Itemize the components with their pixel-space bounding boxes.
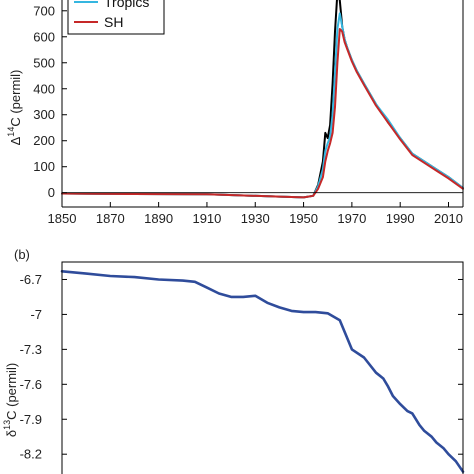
- panel-a-x-tick-label: 1910: [192, 211, 221, 226]
- panel-b-series-line: [60, 269, 465, 474]
- panel-b-y-tick-label: -7.6: [20, 377, 42, 392]
- panel-a-delta14c: 1850 1870 1890 1910 1930 1950 1970 1990 2010 0 100…: [6, 0, 464, 226]
- panel-a-x-tick-label: 2010: [434, 211, 463, 226]
- panel-b-y-tick-label: -8.2: [20, 447, 42, 462]
- panel-b-label: (b): [14, 247, 30, 262]
- panel-a-x-tick-label: 1890: [144, 211, 173, 226]
- panel-a-x-tick-label: 1990: [386, 211, 415, 226]
- panel-a-x-tick-label: 1870: [96, 211, 125, 226]
- panel-a-x-tick-label: 1850: [48, 211, 77, 226]
- panel-b-ylabel: δ13C (permil): [2, 363, 19, 437]
- panel-a-y-tick-label: 500: [33, 55, 55, 70]
- panel-a-y-tick-label: 600: [33, 29, 55, 44]
- panel-a-legend-box: [67, 0, 165, 35]
- panel-a-series-line-sh: [61, 28, 464, 199]
- panel-b-y-tick-label: -6.7: [20, 272, 42, 287]
- panel-a-y-tick-label: 400: [33, 81, 55, 96]
- panel-a-y-tick-label: 700: [33, 3, 55, 18]
- panel-a-legend: Tropics SH: [67, 0, 165, 35]
- panel-a-y-tick-label: 300: [33, 107, 55, 122]
- panel-b-axes-box: [61, 261, 464, 474]
- panel-b-y-tick-label: -7.3: [20, 342, 42, 357]
- panel-a-ylabel: Δ14C (permil): [6, 70, 23, 146]
- panel-a-y-tick-label: 0: [48, 185, 55, 200]
- panel-a-y-tick-label: 200: [33, 133, 55, 148]
- panel-a-x-tick-label: 1970: [337, 211, 366, 226]
- panel-a-legend-label: Tropics: [104, 0, 149, 10]
- panel-a-x-tick-label: 1930: [241, 211, 270, 226]
- panel-a-legend-label: SH: [104, 14, 123, 30]
- panel-b-y-tick-label: -7.9: [20, 412, 42, 427]
- panel-b-delta13c: (b) -6.7 -7 -7.3 -7.6 -7.9 -8.2 δ13C (permil): [2, 247, 465, 474]
- panel-a-x-tick-label: 1950: [289, 211, 318, 226]
- panel-b-y-tick-label: -7: [30, 307, 42, 322]
- panel-a-y-tick-label: 100: [33, 159, 55, 174]
